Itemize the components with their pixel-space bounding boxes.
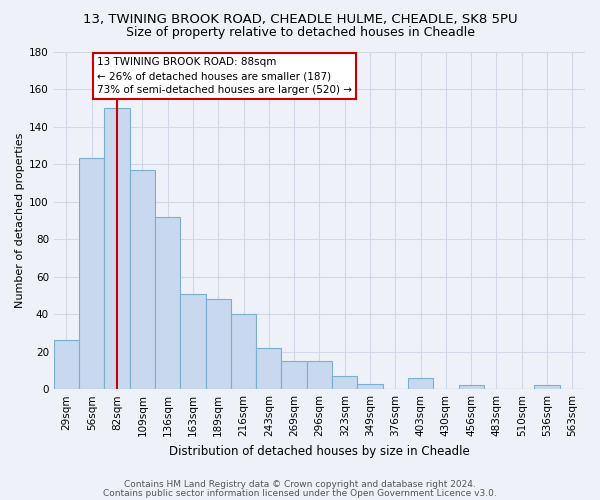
Bar xyxy=(535,386,560,389)
Bar xyxy=(104,108,130,389)
Text: 13, TWINING BROOK ROAD, CHEADLE HULME, CHEADLE, SK8 5PU: 13, TWINING BROOK ROAD, CHEADLE HULME, C… xyxy=(83,12,517,26)
Text: Contains public sector information licensed under the Open Government Licence v3: Contains public sector information licen… xyxy=(103,488,497,498)
Bar xyxy=(54,340,79,389)
Bar xyxy=(130,170,155,389)
Bar xyxy=(408,378,433,389)
Text: 13 TWINING BROOK ROAD: 88sqm
← 26% of detached houses are smaller (187)
73% of s: 13 TWINING BROOK ROAD: 88sqm ← 26% of de… xyxy=(97,57,352,95)
Bar xyxy=(358,384,383,389)
Bar xyxy=(281,361,307,389)
Bar xyxy=(79,158,104,389)
Bar xyxy=(231,314,256,389)
Bar xyxy=(180,294,206,389)
Bar xyxy=(307,361,332,389)
Bar xyxy=(155,216,180,389)
Bar xyxy=(256,348,281,389)
Text: Size of property relative to detached houses in Cheadle: Size of property relative to detached ho… xyxy=(125,26,475,39)
Text: Contains HM Land Registry data © Crown copyright and database right 2024.: Contains HM Land Registry data © Crown c… xyxy=(124,480,476,489)
Y-axis label: Number of detached properties: Number of detached properties xyxy=(15,132,25,308)
X-axis label: Distribution of detached houses by size in Cheadle: Distribution of detached houses by size … xyxy=(169,444,470,458)
Bar xyxy=(332,376,358,389)
Bar xyxy=(206,299,231,389)
Bar xyxy=(458,386,484,389)
